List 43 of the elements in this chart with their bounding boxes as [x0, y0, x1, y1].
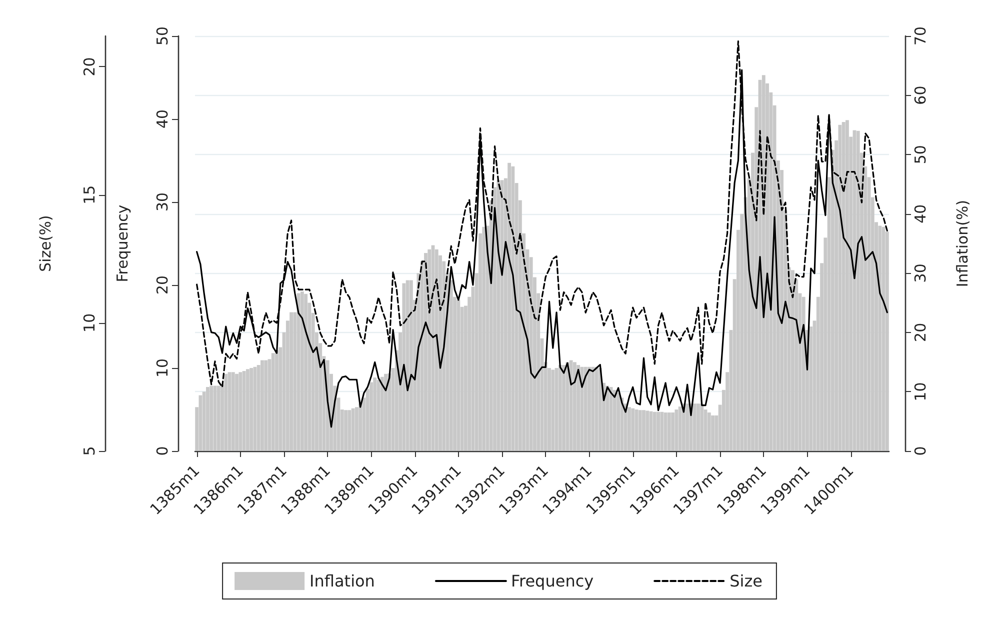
- legend-label: Frequency: [510, 572, 594, 590]
- bar: [428, 249, 432, 451]
- legend-label: Inflation: [310, 572, 375, 590]
- bar: [434, 249, 438, 451]
- bar: [569, 360, 573, 451]
- bar: [566, 362, 570, 451]
- y2-tick-label: 10: [154, 358, 172, 378]
- bar: [508, 162, 512, 451]
- bar: [511, 166, 515, 451]
- y3-tick-label: 20: [80, 57, 98, 76]
- y-tick-label: 50: [912, 145, 930, 164]
- y-tick-label: 10: [912, 382, 930, 402]
- y-tick-label: 60: [912, 86, 930, 105]
- y2-tick-label: 40: [154, 109, 172, 129]
- bar: [198, 395, 202, 451]
- y3-tick-label: 5: [80, 446, 98, 456]
- bar: [304, 294, 308, 451]
- y2-axis-title: Frequency: [114, 204, 132, 282]
- bar: [856, 130, 860, 451]
- bar: [606, 386, 610, 451]
- bar: [409, 280, 413, 451]
- y2-tick-label: 50: [154, 26, 172, 46]
- y-tick-label: 70: [912, 26, 930, 46]
- bar: [686, 404, 690, 451]
- bar: [576, 365, 580, 451]
- bar: [802, 296, 806, 451]
- y-tick-label: 20: [912, 322, 930, 342]
- y-tick-label: 40: [912, 204, 930, 224]
- y3-tick-label: 15: [80, 185, 98, 204]
- y-axis-title: Inflation(%): [954, 200, 972, 288]
- y3-tick-label: 10: [80, 313, 98, 332]
- bar: [496, 180, 500, 451]
- y-tick-label: 30: [912, 264, 930, 283]
- legend-label: Size: [730, 572, 762, 590]
- bar: [598, 368, 602, 451]
- y2-tick-label: 20: [154, 275, 172, 295]
- y-tick-label: 0: [912, 446, 930, 456]
- bar: [402, 283, 406, 451]
- bar: [692, 404, 696, 451]
- y3-axis-title: Size(%): [36, 215, 54, 272]
- y2-tick-label: 0: [154, 446, 172, 456]
- y2-tick-label: 30: [154, 192, 172, 212]
- bar: [424, 252, 428, 451]
